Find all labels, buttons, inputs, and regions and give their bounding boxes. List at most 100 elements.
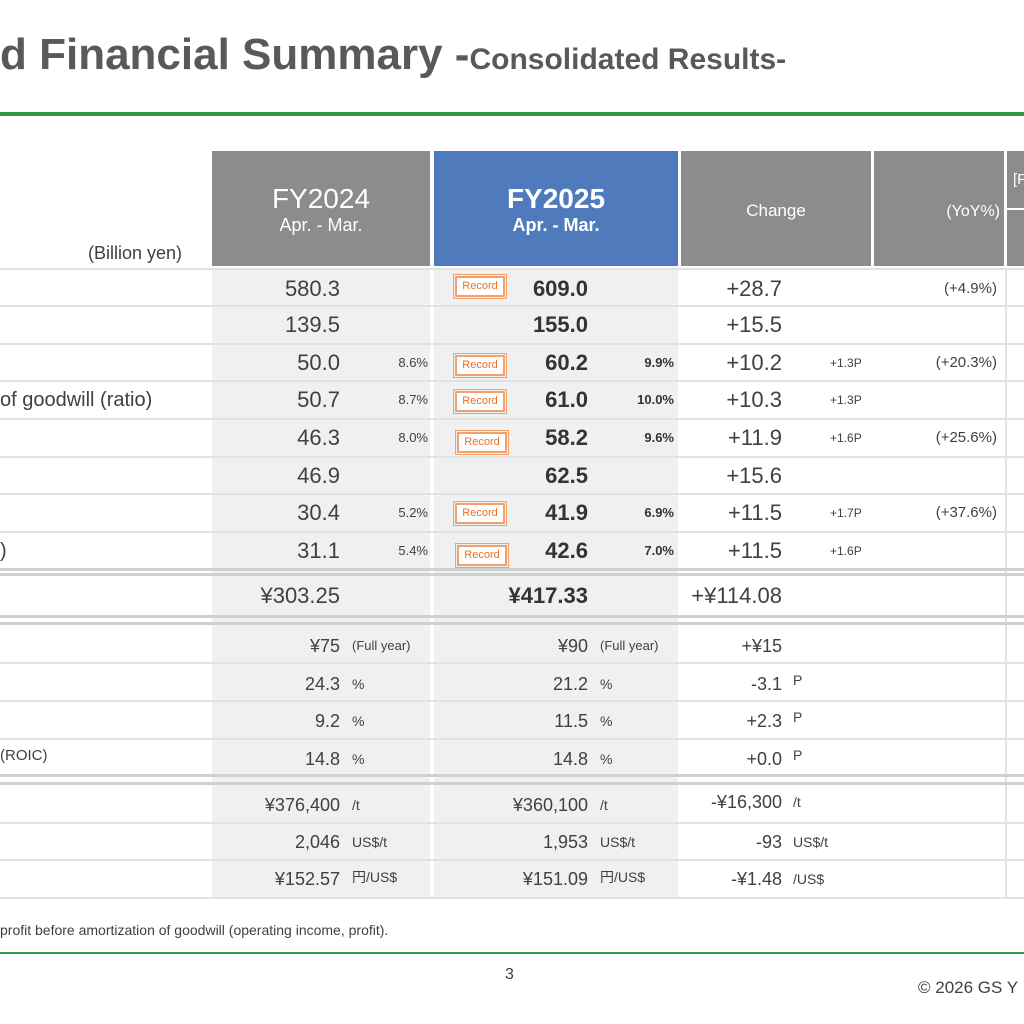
page-number: 3 [505, 966, 514, 983]
metric-fy2025: 11.5 [554, 711, 588, 731]
market-fy2025-unit: /t [600, 797, 608, 813]
metric-change: +0.0 [746, 749, 782, 769]
market-fy2024-unit: US$/t [352, 834, 388, 850]
fy2025-value: 155.0 [532, 312, 588, 337]
fy2024-ratio: 8.0% [398, 430, 428, 445]
fy2025-ratio: 10.0% [637, 392, 674, 407]
metric-change: +¥15 [741, 636, 782, 656]
change-value: +11.5 [727, 538, 782, 563]
metric-change-unit: P [793, 672, 803, 688]
fy2025-ratio: 9.6% [644, 430, 674, 445]
eps-change: +¥114.08 [691, 583, 782, 608]
fy2024-ratio: 5.4% [398, 543, 428, 558]
metric-fy2024: 24.3 [304, 674, 340, 694]
market-change: -¥1.48 [730, 869, 782, 889]
fy2024-ratio: 5.2% [398, 505, 428, 520]
metric-fy2025-unit: % [600, 751, 613, 767]
unit-label: (Billion yen) [88, 243, 183, 263]
fy2025-value: 61.0 [545, 387, 588, 412]
record-badge: Record [453, 274, 507, 299]
market-fy2024-unit: 円/US$ [352, 869, 398, 885]
change-points: +1.3P [830, 393, 862, 407]
metric-fy2024: 14.8 [304, 749, 340, 769]
row-label-profit-ratio: ) [0, 540, 7, 562]
market-fy2024: ¥152.57 [274, 869, 340, 889]
change-value: +10.3 [726, 387, 782, 412]
metric-fy2025-unit: (Full year) [600, 638, 659, 653]
change-points: +1.6P [830, 544, 862, 558]
metric-fy2025: 21.2 [552, 674, 588, 694]
header-fy2024: FY2024 Apr. - Mar. [212, 151, 430, 266]
record-badge: Record [455, 430, 509, 455]
fy2025-value: 60.2 [545, 350, 588, 375]
metric-fy2024: 9.2 [314, 711, 340, 731]
market-fy2024-unit: /t [352, 797, 360, 813]
market-fy2025-unit: US$/t [600, 834, 636, 850]
market-fy2025: 1,953 [542, 832, 588, 852]
market-fy2024: ¥376,400 [264, 795, 340, 815]
fy2025-value: 58.2 [545, 425, 588, 450]
fy2024-value: 50.7 [297, 387, 340, 412]
yoy-value: (+37.6%) [935, 504, 997, 521]
header-fy2025: FY2025 Apr. - Mar. [434, 151, 678, 266]
footer-rule [0, 952, 1024, 954]
record-badge: Record [455, 543, 509, 568]
change-points: +1.7P [830, 506, 862, 520]
metric-fy2025: 14.8 [552, 749, 588, 769]
market-change-unit: /US$ [793, 871, 825, 887]
metric-fy2025-unit: % [600, 676, 613, 692]
fy2025-value: 41.9 [545, 500, 588, 525]
fy2024-value: 139.5 [284, 312, 340, 337]
fy2024-value: 580.3 [284, 276, 340, 301]
change-value: +15.6 [726, 463, 782, 488]
row-label-roic: (ROIC) [0, 747, 48, 764]
market-fy2025: ¥360,100 [512, 795, 588, 815]
fy2024-value: 46.9 [297, 463, 340, 488]
yoy-value: (+20.3%) [935, 354, 997, 371]
market-change: -93 [755, 832, 782, 852]
market-fy2024: 2,046 [294, 832, 340, 852]
fy2025-ratio: 7.0% [644, 543, 674, 558]
fy2024-ratio: 8.6% [398, 355, 428, 370]
record-badge: Record [453, 501, 507, 526]
market-fy2025-unit: 円/US$ [600, 869, 646, 885]
copyright: © 2026 GS Y [918, 978, 1019, 997]
fy2025-value: 609.0 [532, 276, 588, 301]
fy2024-ratio: 8.7% [398, 392, 428, 407]
metric-change-unit: P [793, 709, 803, 725]
eps-fy2025: ¥417.33 [508, 583, 588, 608]
market-change-unit: US$/t [793, 834, 829, 850]
fy2025-value: 62.5 [545, 463, 588, 488]
fy2025-ratio: 6.9% [644, 505, 674, 520]
fy2024-value: 30.4 [297, 500, 340, 525]
record-badge: Record [453, 389, 507, 414]
metric-fy2024-unit: % [352, 713, 365, 729]
market-change: -¥16,300 [710, 792, 782, 812]
change-value: +11.5 [727, 500, 782, 525]
market-change-unit: /t [793, 794, 801, 810]
eps-fy2024: ¥303.25 [260, 583, 340, 608]
record-badge: Record [453, 353, 507, 378]
header-next-column: [F [1007, 151, 1024, 266]
change-value: +28.7 [726, 276, 782, 301]
fy2025-ratio: 9.9% [644, 355, 674, 370]
change-points: +1.3P [830, 356, 862, 370]
change-value: +11.9 [727, 425, 782, 450]
metric-fy2025: ¥90 [557, 636, 588, 656]
fy2025-value: 42.6 [545, 538, 588, 563]
header-change: Change [681, 151, 871, 266]
fy2024-value: 31.1 [297, 538, 340, 563]
fy2024-value: 46.3 [297, 425, 340, 450]
fy2024-value: 50.0 [297, 350, 340, 375]
metric-fy2024-unit: (Full year) [352, 638, 411, 653]
metric-fy2025-unit: % [600, 713, 613, 729]
change-points: +1.6P [830, 431, 862, 445]
market-fy2025: ¥151.09 [522, 869, 588, 889]
row-label-adjusted-ratio: of goodwill (ratio) [0, 389, 153, 411]
footnote: profit before amortization of goodwill (… [0, 922, 389, 938]
metric-change: -3.1 [750, 674, 782, 694]
fy2024-column-bg [212, 268, 430, 898]
change-value: +10.2 [726, 350, 782, 375]
metric-fy2024: ¥75 [309, 636, 340, 656]
yoy-value: (+4.9%) [944, 280, 997, 297]
